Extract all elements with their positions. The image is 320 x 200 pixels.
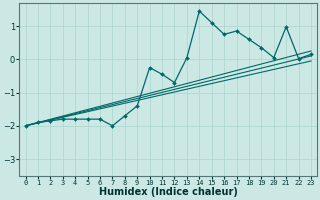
X-axis label: Humidex (Indice chaleur): Humidex (Indice chaleur): [99, 187, 238, 197]
